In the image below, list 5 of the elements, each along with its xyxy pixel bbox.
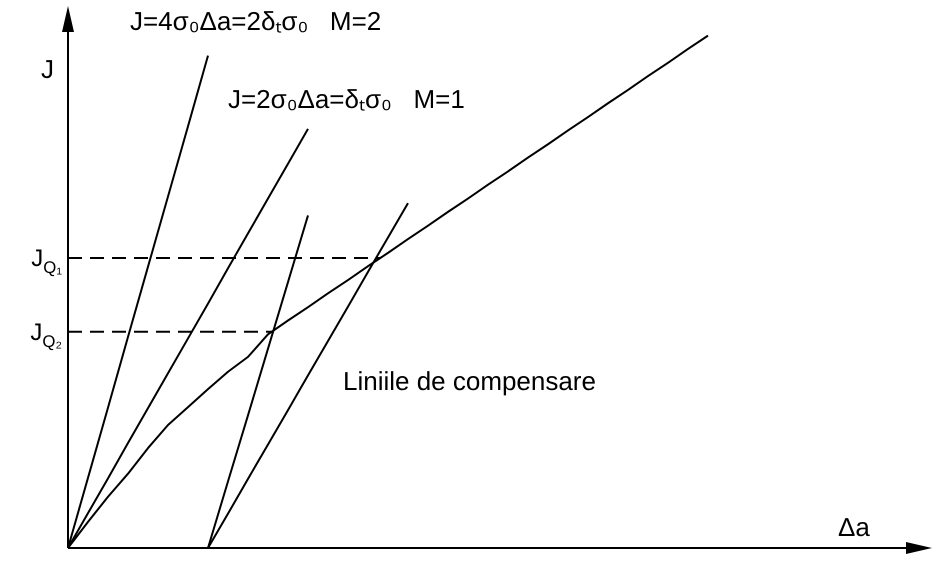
y-axis-title: J [41,54,54,84]
annotation: Liniile de compensare [343,366,596,396]
annotation: J=2σ₀Δa=δₜσ₀ M=1 [228,84,465,114]
annotation: J=4σ₀Δa=2δₜσ₀ M=2 [130,6,382,36]
x-axis-title: Δa [838,512,870,542]
